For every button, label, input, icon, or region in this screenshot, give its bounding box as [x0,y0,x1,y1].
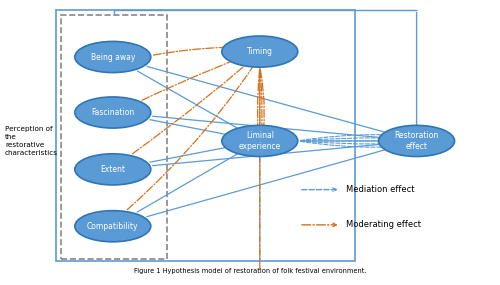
Text: Figure 1 Hypothesis model of restoration of folk festival environment.: Figure 1 Hypothesis model of restoration… [134,268,366,274]
Text: Perception of
the
restorative
characteristics: Perception of the restorative characteri… [5,126,58,156]
Ellipse shape [75,154,151,185]
Text: Being away: Being away [90,52,135,62]
Ellipse shape [75,97,151,128]
Text: Timing: Timing [247,47,273,56]
Ellipse shape [222,36,298,67]
Ellipse shape [222,125,298,156]
Text: Moderating effect: Moderating effect [346,220,420,229]
Text: Extent: Extent [100,165,126,174]
Ellipse shape [378,125,454,156]
Text: Compatibility: Compatibility [87,222,139,231]
Text: Mediation effect: Mediation effect [346,185,414,194]
Ellipse shape [75,41,151,73]
Text: Restoration
effect: Restoration effect [394,131,438,151]
Ellipse shape [75,211,151,242]
Text: Fascination: Fascination [91,108,134,117]
Text: Liminal
experience: Liminal experience [238,131,281,151]
